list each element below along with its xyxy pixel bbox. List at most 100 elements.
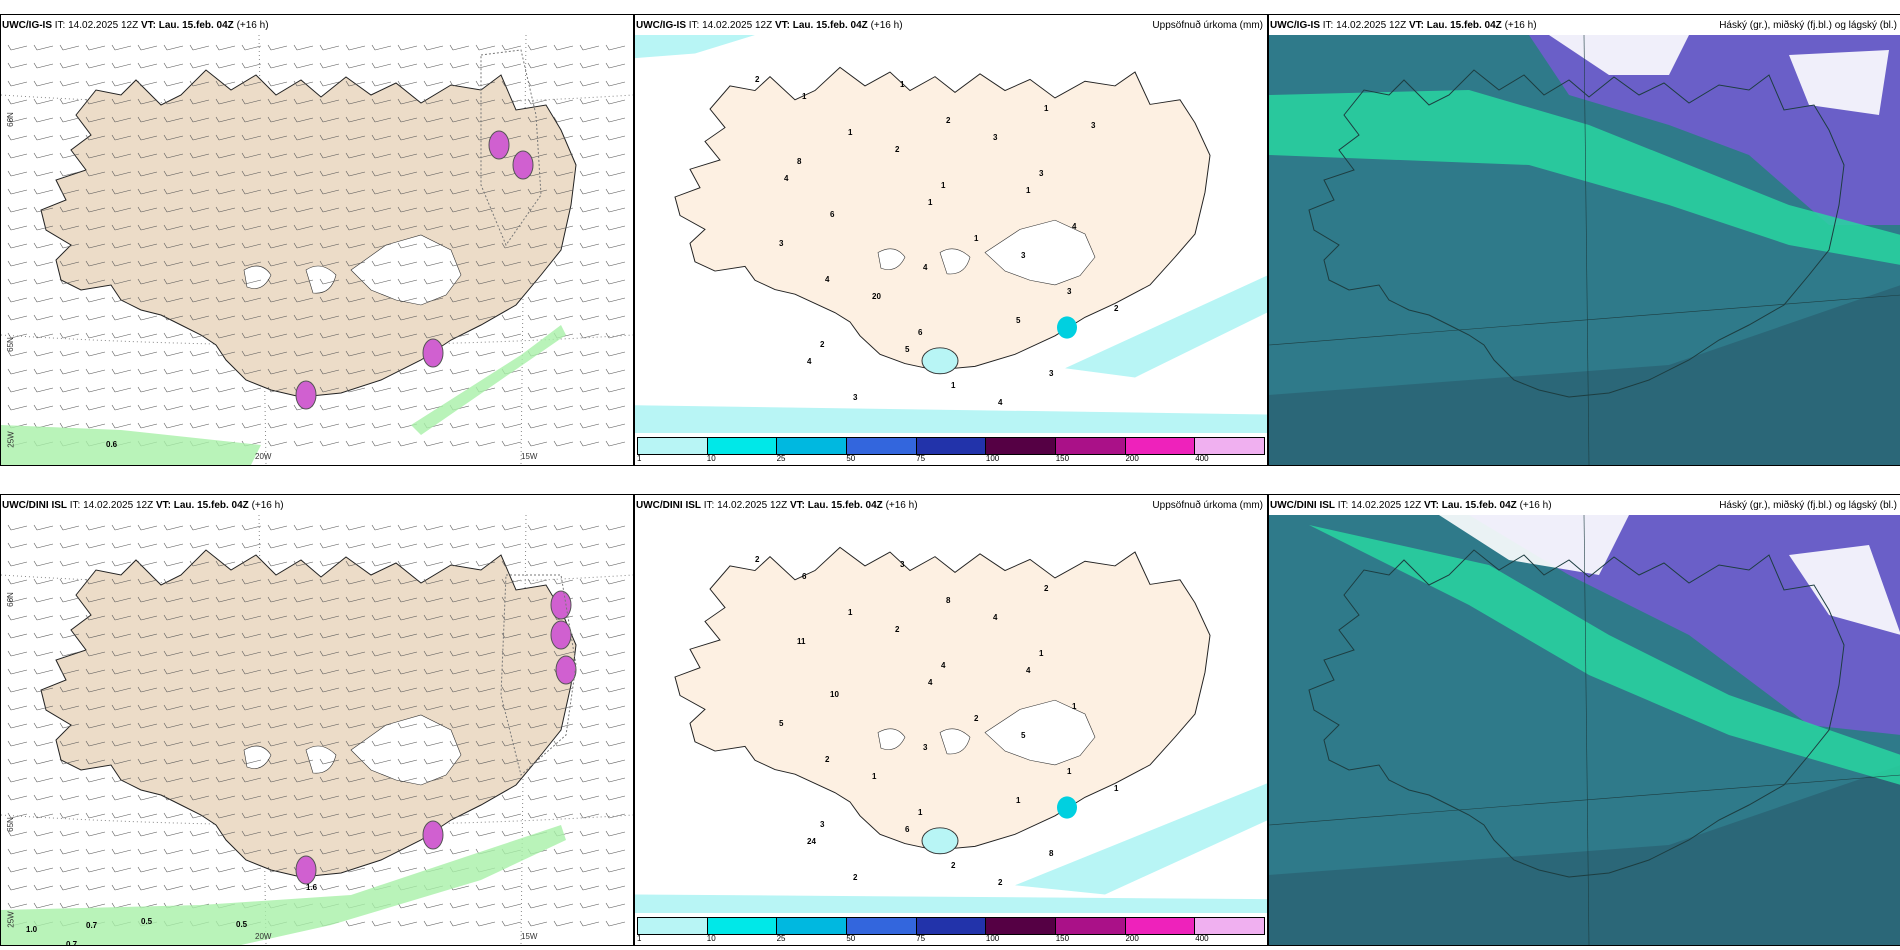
wind-barb [85,296,106,303]
wind-barb [345,278,366,285]
wind-barb [475,80,496,87]
wind-barb [111,740,132,747]
wind-barb [85,740,106,747]
wind-barb [163,722,184,729]
map-value-label: 2 [825,755,830,764]
map-value-label: 1 [872,772,877,781]
wind-barb [267,224,288,231]
wind-barb [605,596,626,603]
wind-barb [345,332,366,339]
wind-barb [215,650,236,657]
wind-barb [319,422,340,429]
wind-barb [215,278,236,285]
wind-barb [371,98,392,105]
wind-barb [215,422,236,429]
wind-barb [579,314,600,321]
wind-barb [111,812,132,819]
wind-barb [397,332,418,339]
wind-barb [267,866,288,873]
longitude-label: 15W [521,452,538,461]
wind-barb [189,350,210,357]
wind-barb [241,62,262,69]
wind-barb [7,668,28,675]
wind-barb [111,350,132,357]
wind-barb [605,188,626,195]
wind-barb [527,404,548,411]
wind-barb [85,404,106,411]
wind-barb [501,296,522,303]
wind-barb [475,740,496,747]
wind-barb [475,332,496,339]
wind-barb [553,758,574,765]
heavy-precip-spot [295,380,317,410]
wind-barb [605,866,626,873]
panel-title: UWC/IG-IS IT: 14.02.2025 12Z VT: Lau. 15… [2,19,629,33]
wind-barb [137,596,158,603]
wind-barb [111,368,132,375]
wind-barb [267,170,288,177]
wind-barb [423,902,444,909]
wind-barb [59,422,80,429]
wind-barb [579,830,600,837]
wind-barb [59,242,80,249]
wind-barb [423,542,444,549]
wind-barb [111,524,132,531]
wind-barb [553,44,574,51]
wind-barb [579,44,600,51]
wind-barb [423,596,444,603]
wind-barb [59,134,80,141]
wind-barb [527,812,548,819]
wind-barb [33,776,54,783]
wind-barb [345,98,366,105]
map-value-label: 10 [830,690,839,699]
colorbar-tick: 75 [916,934,926,943]
wind-barb [215,98,236,105]
wind-barb [501,560,522,567]
wind-barb [215,242,236,249]
wind-barb [397,632,418,639]
wind-barb [475,722,496,729]
wind-barb [527,524,548,531]
wind-barb [7,704,28,711]
wind-barb [163,596,184,603]
map-value-label: 1 [918,808,923,817]
wind-barb [293,260,314,267]
wind-barb [85,224,106,231]
wind-barb [137,542,158,549]
wind-barb [397,134,418,141]
wind-barb [7,866,28,873]
wind-barb [7,830,28,837]
wind-barb [345,542,366,549]
wind-barb [475,188,496,195]
wind-barb [267,632,288,639]
wind-barb [111,80,132,87]
wind-barb [215,134,236,141]
wind-barb [241,314,262,321]
wind-barb [267,686,288,693]
wind-barb [397,170,418,177]
precip-colorbar: 1 10 25 50 75 100 150 200 400 [635,915,1267,945]
map-panel-r1c3: UWC/IG-IS IT: 14.02.2025 12Z VT: Lau. 15… [1268,14,1900,466]
wind-barb [475,278,496,285]
wind-barb [267,80,288,87]
valid-time: Lau. 15.feb. 04Z [1426,20,1502,31]
wind-barb [449,206,470,213]
wind-barb [59,740,80,747]
wind-barb [553,560,574,567]
wind-barb [267,668,288,675]
wind-barb [423,740,444,747]
wind-barb [579,80,600,87]
wind-barb [215,296,236,303]
wind-barb [111,866,132,873]
wind-barb [475,206,496,213]
wind-barb [475,524,496,531]
map-value-label: 3 [853,393,858,402]
wind-barb [345,758,366,765]
wind-barb [397,404,418,411]
wind-barb [267,578,288,585]
wind-barb [319,206,340,213]
wind-barb [371,62,392,69]
glacier [877,728,906,750]
wind-barb [241,884,262,891]
wind-barb [267,152,288,159]
